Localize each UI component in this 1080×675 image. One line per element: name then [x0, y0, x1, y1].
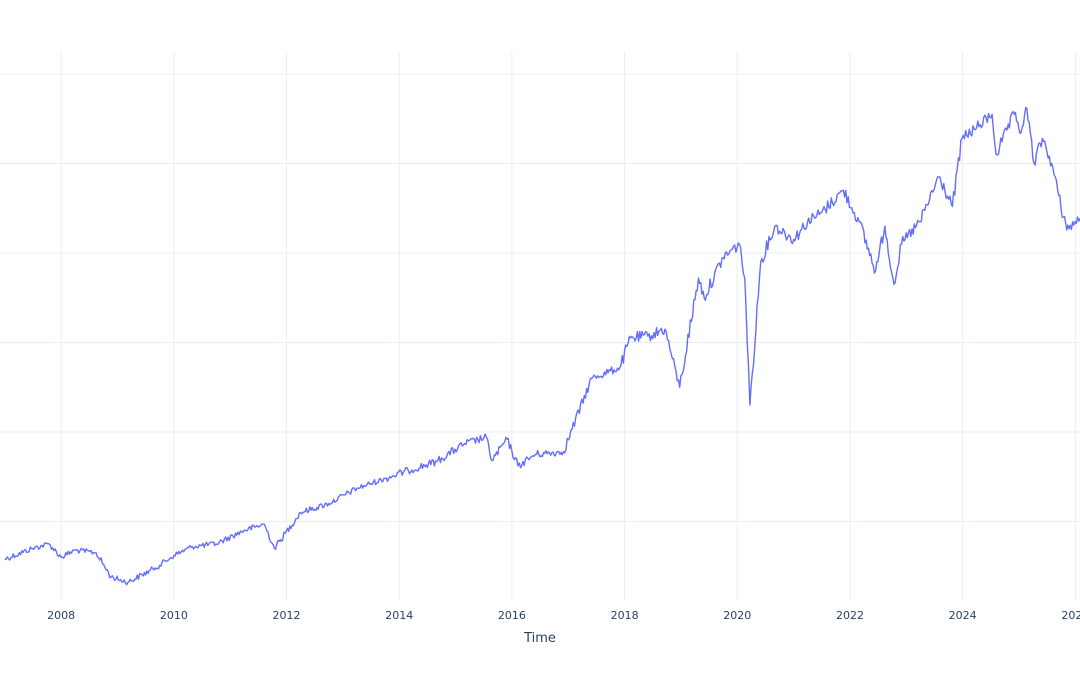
series-layer — [4, 106, 1080, 586]
x-tick-label: 2008 — [47, 609, 75, 622]
series-line — [4, 106, 1080, 586]
x-tick-label: 2020 — [723, 609, 751, 622]
x-tick-labels: 2008 2010 2012 2014 2016 2018 2020 2022 2024 2026 — [47, 609, 1080, 622]
x-tick-label: 2016 — [498, 609, 526, 622]
x-tick-label: 2022 — [836, 609, 864, 622]
x-tick-label: 2010 — [160, 609, 188, 622]
x-gridlines — [60, 52, 1076, 600]
x-tick-label: 2024 — [949, 609, 977, 622]
x-tick-label: 2018 — [611, 609, 639, 622]
x-tick-label: 2012 — [272, 609, 300, 622]
x-tick-label: 2026 — [1061, 609, 1080, 622]
x-tick-label: 2014 — [385, 609, 413, 622]
x-axis-title: Time — [523, 631, 556, 646]
